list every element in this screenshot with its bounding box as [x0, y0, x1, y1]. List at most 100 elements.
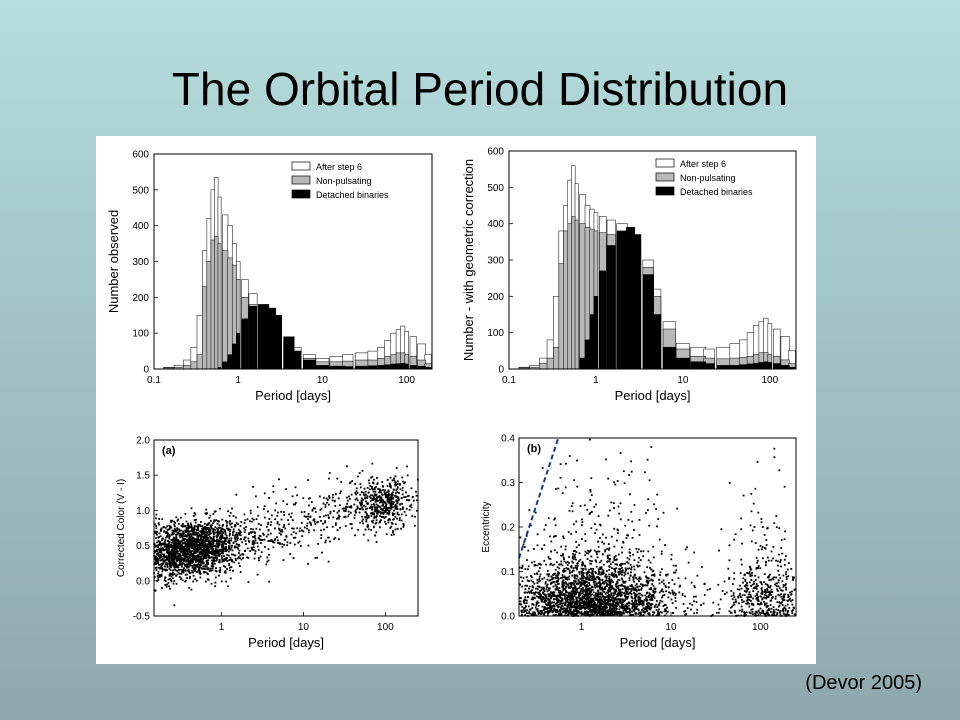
data-point: [173, 566, 176, 569]
data-point: [202, 533, 205, 535]
data-point: [610, 604, 613, 607]
data-point: [183, 558, 186, 561]
data-point: [641, 583, 644, 586]
data-point: [219, 571, 221, 573]
data-point: [168, 563, 171, 566]
data-point: [361, 506, 364, 509]
data-point: [572, 582, 575, 584]
data-point: [221, 536, 224, 539]
data-point: [389, 502, 391, 505]
data-point: [536, 588, 539, 590]
data-point: [364, 508, 367, 511]
data-point: [646, 605, 649, 608]
data-point: [199, 566, 201, 568]
data-point: [673, 583, 676, 586]
data-point: [185, 559, 188, 561]
data-point: [612, 597, 615, 600]
data-point: [204, 571, 207, 573]
data-point: [605, 599, 608, 601]
x-tick-label: 100: [761, 375, 778, 386]
data-point: [592, 573, 594, 576]
data-point: [520, 567, 523, 570]
data-point: [579, 612, 582, 615]
data-point: [393, 533, 395, 536]
data-point: [204, 543, 207, 546]
data-point: [695, 601, 698, 603]
data-point: [365, 493, 367, 496]
data-point: [175, 582, 178, 585]
data-point: [638, 576, 641, 579]
data-point: [687, 561, 690, 564]
data-point: [186, 549, 189, 551]
data-point: [163, 560, 166, 563]
data-point: [633, 608, 636, 611]
data-point: [554, 588, 557, 591]
data-point: [603, 612, 605, 615]
data-point: [277, 511, 279, 514]
data-point: [181, 539, 184, 542]
data-point: [610, 586, 613, 589]
hist-bar: [248, 306, 258, 370]
data-point: [156, 549, 159, 551]
data-point: [170, 566, 172, 569]
data-point: [604, 586, 607, 588]
data-point: [218, 559, 221, 562]
data-point: [170, 554, 173, 557]
data-point: [381, 485, 384, 487]
data-point: [551, 601, 553, 604]
data-point: [170, 553, 173, 556]
data-point: [375, 486, 377, 488]
data-point: [387, 499, 390, 501]
data-point: [355, 508, 358, 511]
data-point: [371, 497, 374, 500]
data-point: [599, 609, 601, 612]
data-point: [630, 568, 632, 570]
data-point: [610, 578, 612, 581]
data-point: [590, 613, 593, 615]
data-point: [621, 588, 624, 590]
data-point: [173, 604, 176, 607]
data-point: [595, 606, 598, 609]
data-point: [222, 545, 225, 548]
data-point: [606, 601, 609, 603]
data-point: [620, 602, 623, 604]
data-point: [219, 535, 222, 538]
data-point: [568, 578, 571, 581]
data-point: [597, 598, 600, 601]
data-point: [189, 536, 192, 538]
data-point: [186, 535, 188, 538]
data-point: [226, 568, 228, 570]
data-point: [184, 529, 186, 532]
data-point: [569, 586, 572, 589]
data-point: [540, 586, 543, 589]
data-point: [385, 496, 387, 499]
data-point: [617, 553, 620, 556]
data-point: [394, 504, 397, 507]
data-point: [180, 572, 183, 575]
data-point: [622, 580, 625, 583]
data-point: [203, 547, 206, 549]
data-point: [559, 596, 562, 599]
data-point: [368, 495, 371, 498]
data-point: [606, 579, 609, 582]
data-point: [222, 550, 225, 552]
data-point: [588, 587, 590, 590]
data-point: [169, 572, 171, 575]
data-point: [258, 535, 261, 537]
data-point: [170, 541, 173, 544]
data-point: [630, 595, 633, 598]
data-point: [173, 527, 176, 530]
data-point: [189, 559, 192, 562]
data-point: [364, 497, 367, 500]
data-point: [640, 550, 642, 553]
data-point: [160, 553, 162, 556]
hist-bar: [563, 230, 569, 370]
data-point: [552, 614, 555, 617]
data-point: [624, 573, 627, 576]
data-point: [578, 552, 581, 555]
data-point: [212, 559, 215, 562]
data-point: [577, 560, 580, 563]
data-point: [546, 590, 549, 593]
data-point: [629, 612, 631, 614]
data-point: [182, 532, 185, 534]
